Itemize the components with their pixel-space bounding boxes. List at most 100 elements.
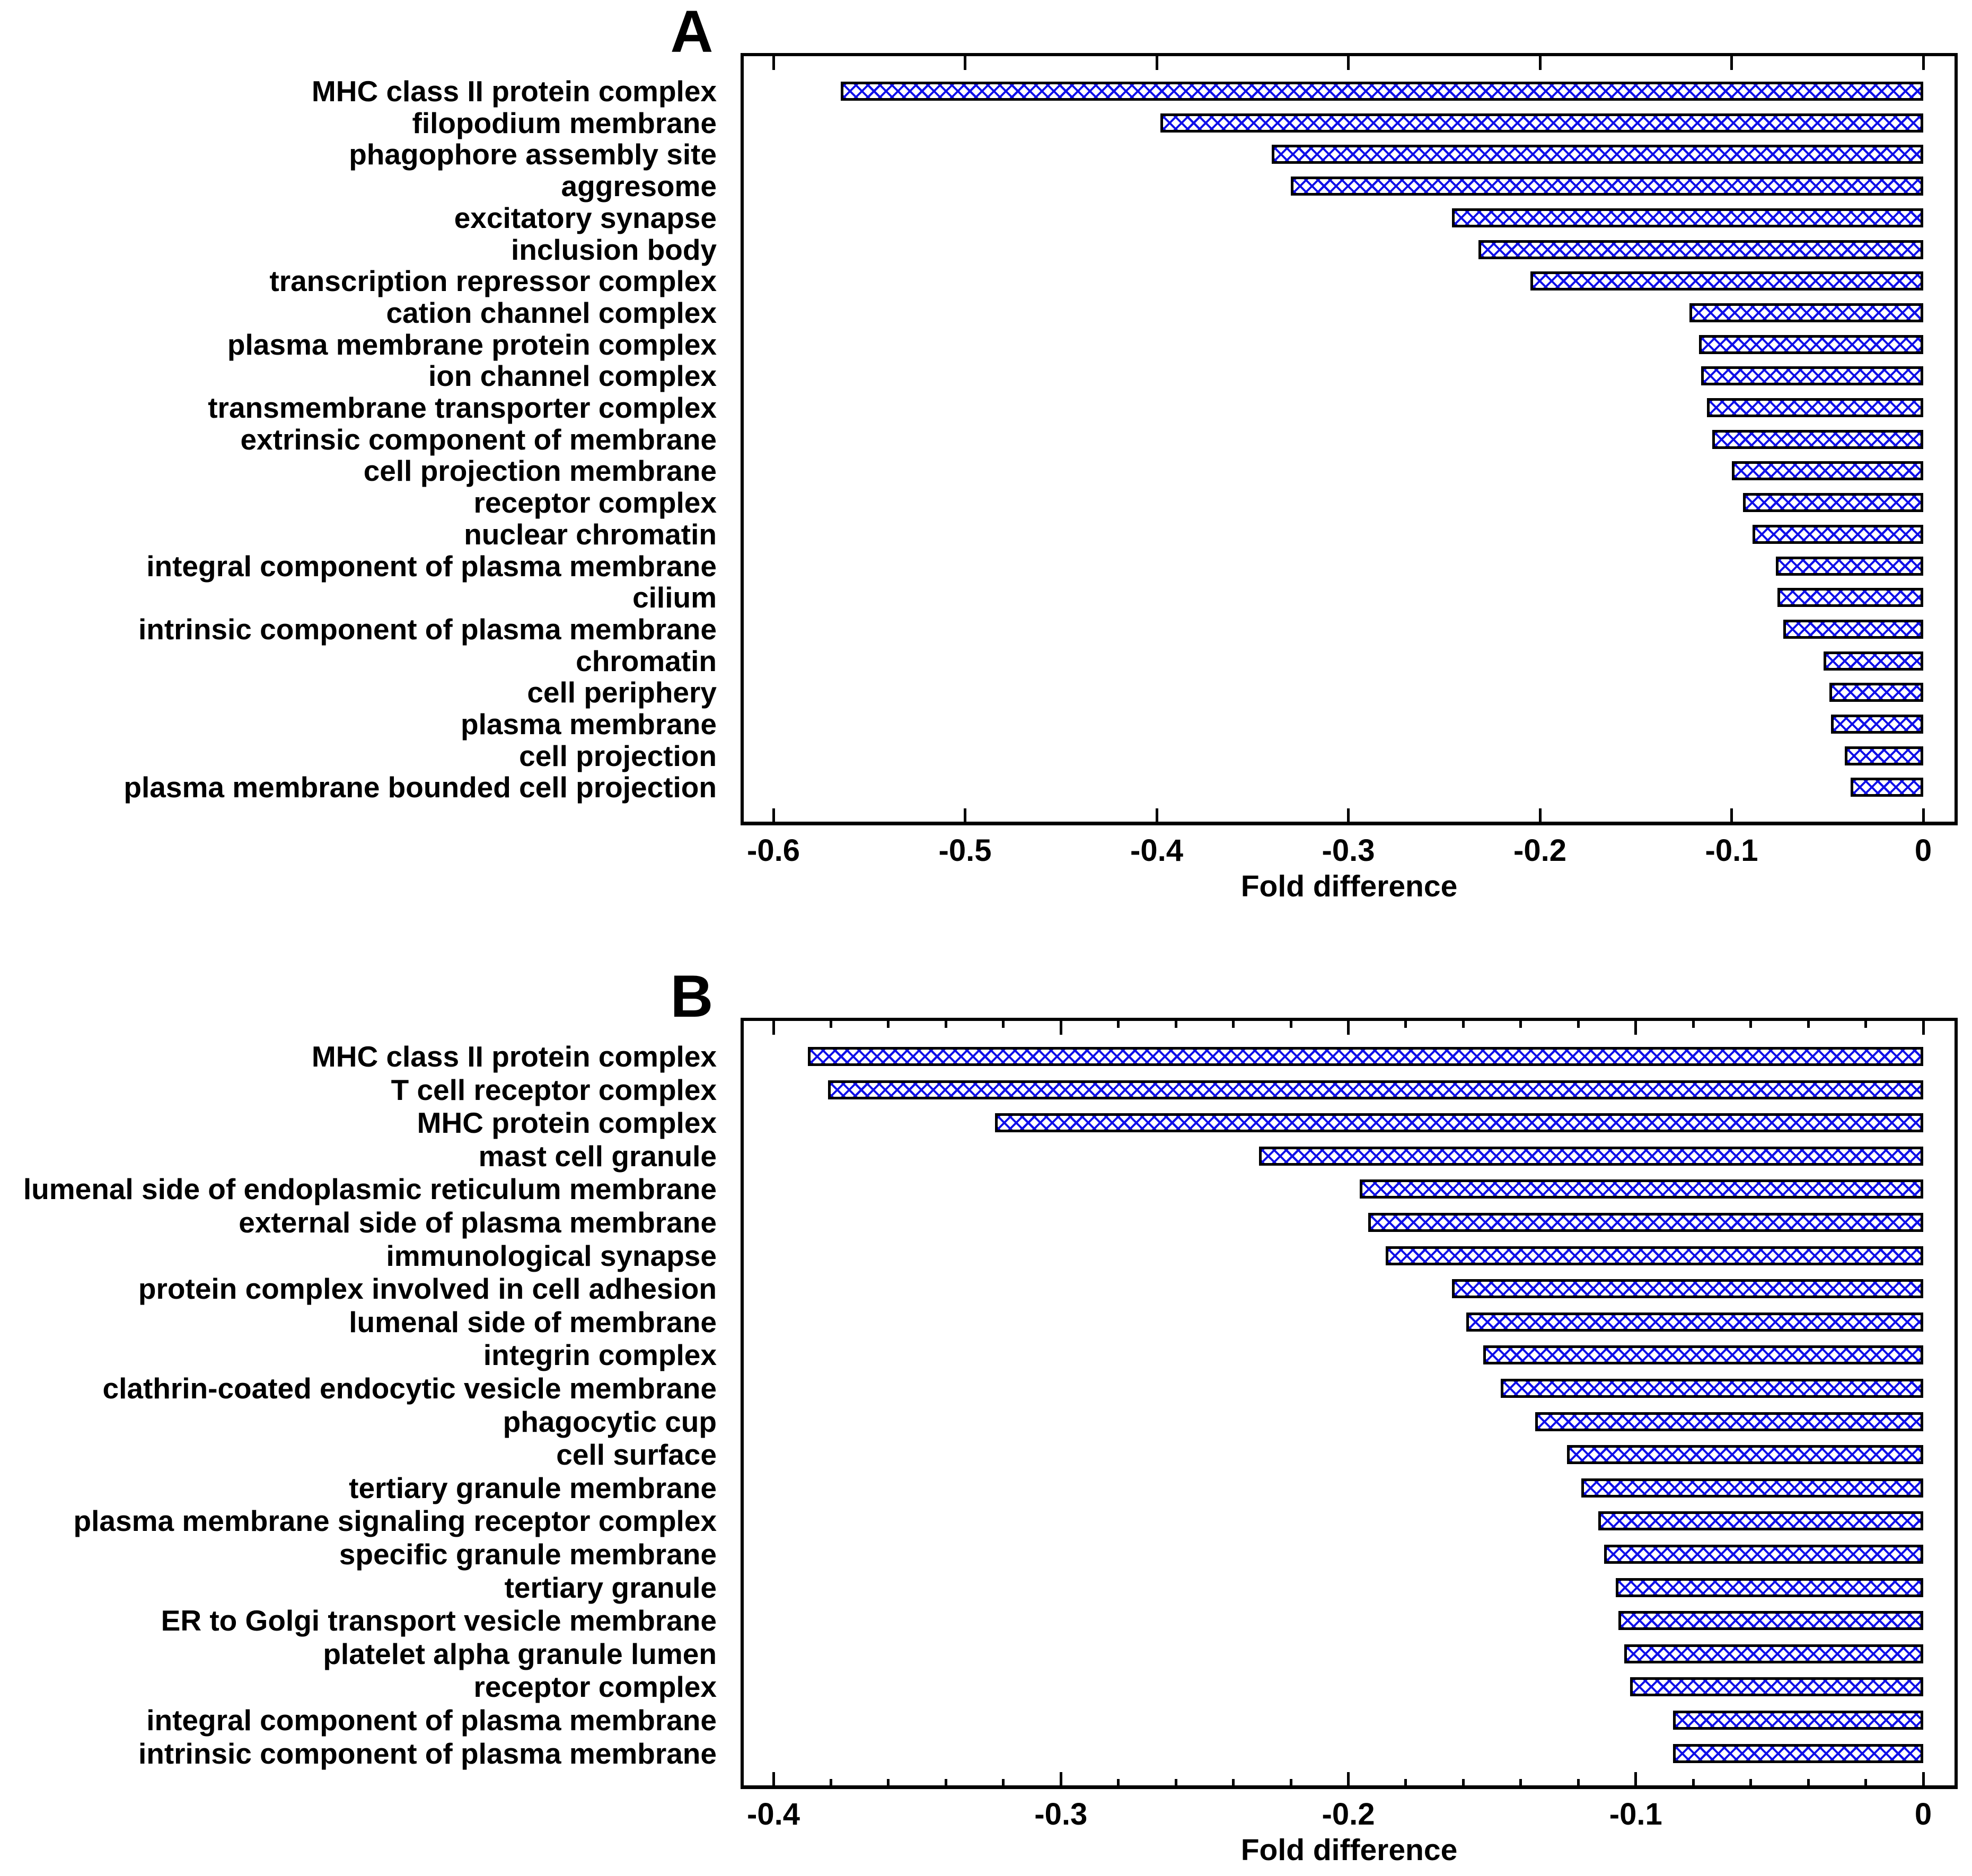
x-tick-label: -0.6 <box>747 833 800 868</box>
bar-b-9 <box>1483 1345 1923 1365</box>
bar-b-21 <box>1673 1743 1923 1763</box>
x-minor-tick-bottom <box>1002 1779 1005 1786</box>
bar-b-20 <box>1673 1711 1923 1730</box>
category-label: ion channel complex <box>428 359 717 393</box>
category-label: integral component of plasma membrane <box>146 549 717 583</box>
bar-a-0 <box>840 82 1923 101</box>
x-major-tick-top <box>964 56 966 70</box>
bar-b-7 <box>1451 1279 1923 1299</box>
category-label: plasma membrane <box>461 708 717 741</box>
x-minor-tick-top <box>1577 1021 1580 1028</box>
category-label: T cell receptor complex <box>391 1073 717 1106</box>
bar-b-14 <box>1598 1511 1923 1531</box>
bar-a-22 <box>1850 778 1923 797</box>
category-label: receptor complex <box>473 1670 717 1704</box>
x-minor-tick-bottom <box>1692 1779 1695 1786</box>
x-minor-tick-top <box>1519 1021 1522 1028</box>
plot-box-b <box>741 1018 1958 1789</box>
bar-b-13 <box>1581 1478 1923 1498</box>
category-label: tertiary granule membrane <box>349 1471 717 1504</box>
x-major-tick-top <box>1059 1021 1062 1035</box>
x-major-tick-top <box>1538 56 1542 70</box>
x-minor-tick-bottom <box>1232 1779 1235 1786</box>
category-label: specific granule membrane <box>339 1538 717 1571</box>
bar-a-14 <box>1753 524 1923 544</box>
x-minor-tick-bottom <box>1289 1779 1292 1786</box>
x-minor-tick-bottom <box>1117 1779 1120 1786</box>
bar-b-2 <box>994 1113 1923 1133</box>
bar-b-1 <box>828 1080 1923 1099</box>
bar-a-17 <box>1783 619 1923 639</box>
x-minor-tick-bottom <box>829 1779 832 1786</box>
bar-a-9 <box>1701 366 1923 386</box>
category-label: aggresome <box>561 170 717 203</box>
bar-b-10 <box>1500 1379 1923 1398</box>
x-minor-tick-top <box>1692 1021 1695 1028</box>
bar-a-18 <box>1824 651 1923 671</box>
panel-b-label: B <box>670 963 714 1029</box>
category-label: mast cell granule <box>478 1139 717 1173</box>
x-major-tick-bottom <box>1730 808 1733 822</box>
bar-a-20 <box>1831 715 1923 734</box>
bar-a-2 <box>1271 145 1923 164</box>
x-major-tick-bottom <box>772 1772 775 1786</box>
category-label: cell projection <box>519 739 717 772</box>
x-minor-tick-top <box>829 1021 832 1028</box>
category-label: protein complex involved in cell adhesio… <box>138 1272 717 1306</box>
x-major-tick-bottom <box>1347 808 1350 822</box>
category-label: extrinsic component of membrane <box>240 422 717 456</box>
bar-a-15 <box>1775 556 1923 576</box>
category-label: phagocytic cup <box>503 1405 717 1438</box>
x-tick-label: -0.4 <box>1130 833 1183 868</box>
bar-a-16 <box>1777 588 1923 607</box>
category-label: cell projection membrane <box>363 454 717 488</box>
category-label: transcription repressor complex <box>269 265 717 298</box>
category-label: filopodium membrane <box>412 106 717 139</box>
bar-a-7 <box>1689 303 1923 322</box>
bar-a-8 <box>1699 334 1923 354</box>
x-major-tick-top <box>772 56 775 70</box>
category-label: nuclear chromatin <box>464 517 717 551</box>
x-tick-label: -0.3 <box>1322 833 1375 868</box>
x-tick-label: -0.2 <box>1322 1797 1375 1831</box>
x-minor-tick-bottom <box>1864 1779 1868 1786</box>
bar-b-16 <box>1615 1578 1923 1597</box>
category-label: external side of plasma membrane <box>239 1206 717 1239</box>
category-label: tertiary granule <box>504 1571 717 1604</box>
x-tick-label: -0.1 <box>1609 1797 1662 1831</box>
x-tick-label: -0.5 <box>938 833 992 868</box>
category-label: cell periphery <box>527 676 717 709</box>
category-label: plasma membrane bounded cell projection <box>124 771 717 804</box>
x-major-tick-bottom <box>1155 808 1158 822</box>
x-major-tick-top <box>772 1021 775 1035</box>
bar-a-21 <box>1844 746 1923 765</box>
bar-b-8 <box>1466 1312 1923 1332</box>
x-major-tick-top <box>1922 56 1925 70</box>
x-axis-title: Fold difference <box>1240 1833 1458 1867</box>
x-minor-tick-bottom <box>1577 1779 1580 1786</box>
x-tick-label: -0.1 <box>1705 833 1758 868</box>
x-minor-tick-bottom <box>887 1779 890 1786</box>
category-label: MHC protein complex <box>417 1106 717 1140</box>
category-label: clathrin-coated endocytic vesicle membra… <box>102 1372 717 1405</box>
bar-a-10 <box>1706 398 1923 417</box>
x-tick-label: -0.3 <box>1034 1797 1088 1831</box>
bar-a-3 <box>1291 177 1923 196</box>
bar-a-13 <box>1743 493 1923 513</box>
x-minor-tick-top <box>1749 1021 1753 1028</box>
x-major-tick-bottom <box>1922 808 1925 822</box>
bar-a-5 <box>1478 240 1923 259</box>
panel-a-label: A <box>670 0 714 65</box>
category-label: intrinsic component of plasma membrane <box>138 612 717 646</box>
category-label: platelet alpha granule lumen <box>323 1637 717 1670</box>
bar-b-11 <box>1535 1412 1923 1431</box>
x-major-tick-top <box>1155 56 1158 70</box>
x-major-tick-top <box>1347 1021 1350 1035</box>
x-major-tick-bottom <box>1922 1772 1925 1786</box>
x-minor-tick-top <box>1289 1021 1292 1028</box>
bar-b-18 <box>1624 1644 1923 1663</box>
bar-a-11 <box>1712 429 1923 449</box>
bar-a-1 <box>1160 113 1923 133</box>
x-minor-tick-bottom <box>1807 1779 1810 1786</box>
